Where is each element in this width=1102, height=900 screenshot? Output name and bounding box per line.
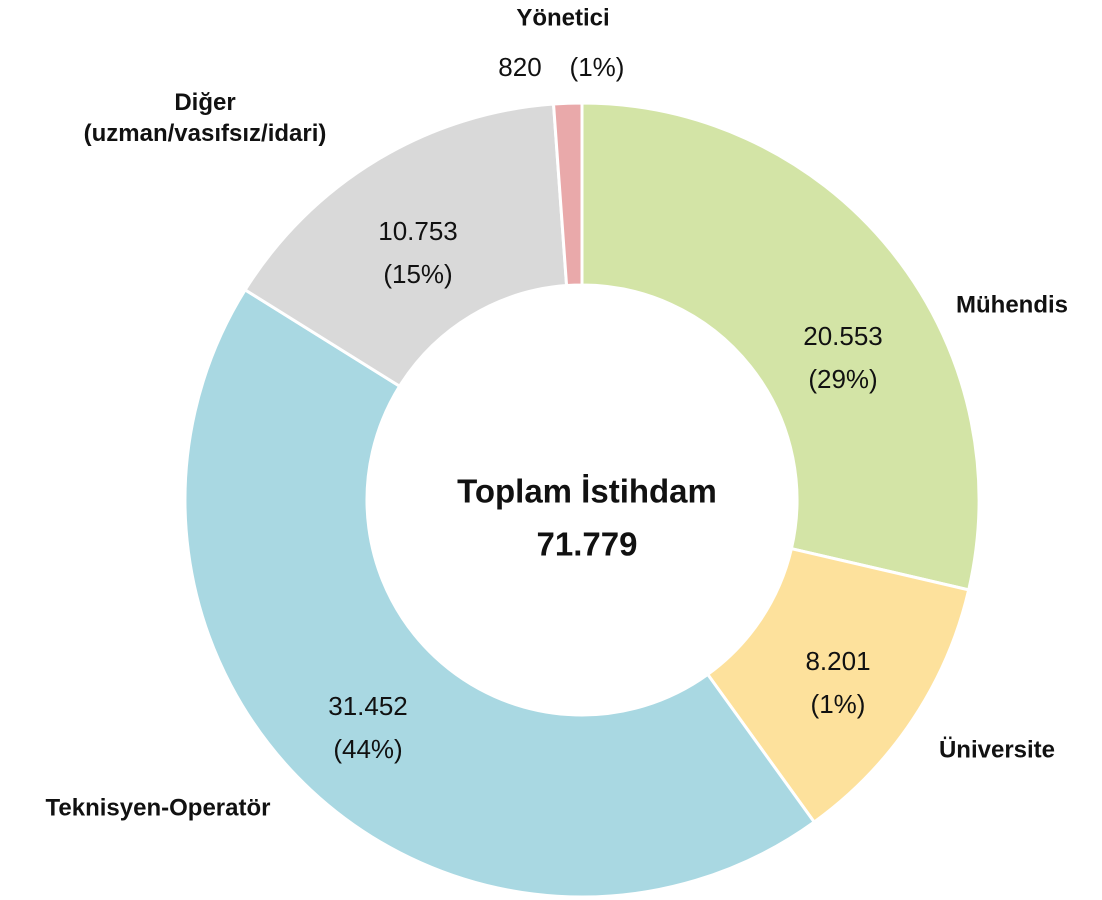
donut-slice [580,101,981,592]
value-label: 8.201 [805,646,871,677]
donut-slice [243,102,569,389]
donut-slice [705,546,971,825]
value-label: 10.753 [378,216,458,247]
value-label: 20.553 [803,321,883,352]
percent-label: (29%) [808,364,878,395]
value-label: 820 [498,52,542,83]
donut-slice [183,287,817,899]
category-label: Diğer (uzman/vasıfsız/idari) [83,88,327,147]
donut-slice [551,101,584,288]
category-label: Teknisyen-Operatör [45,794,271,822]
value-label: 31.452 [328,691,408,722]
category-label: Yönetici [516,4,610,32]
percent-label: (1%) [569,52,625,83]
center-title: Toplam İstihdam [457,472,717,510]
category-label: Üniversite [938,736,1056,764]
center-total: 71.779 [536,525,638,563]
category-label: Mühendis [956,291,1068,319]
percent-label: (44%) [333,734,403,765]
percent-label: (1%) [810,689,866,720]
percent-label: (15%) [383,259,453,290]
